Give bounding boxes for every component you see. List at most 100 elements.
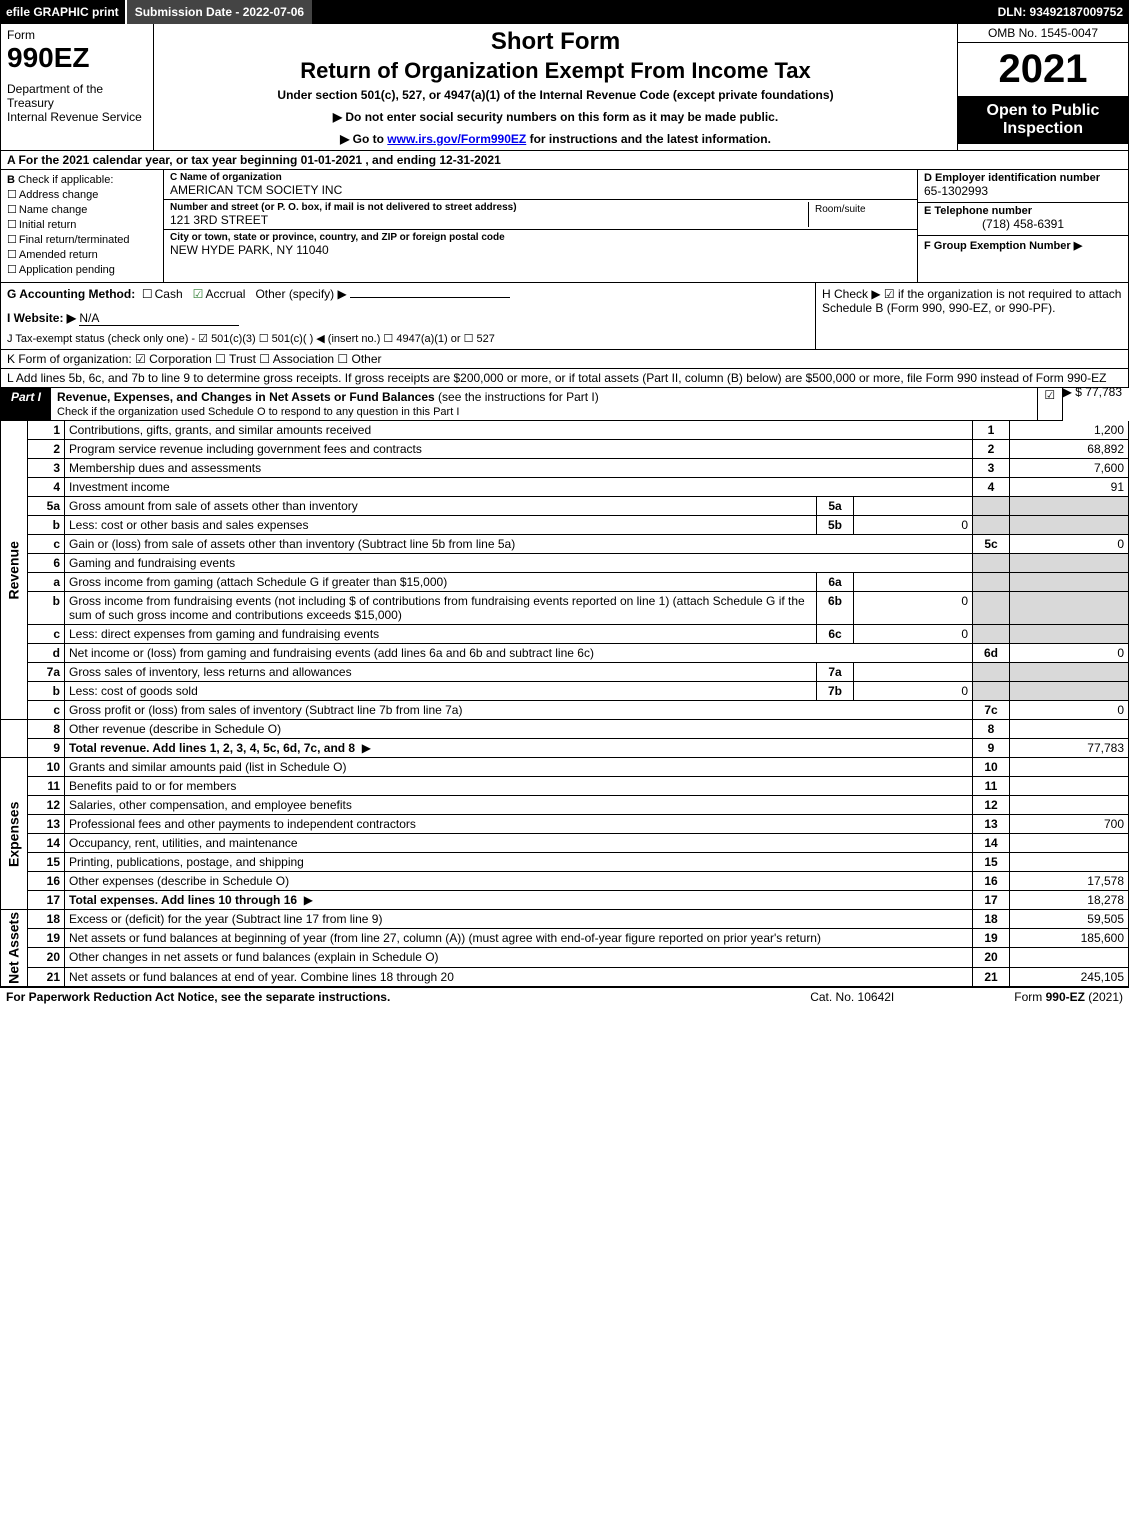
line-num: 7a xyxy=(28,663,65,682)
room-suite: Room/suite xyxy=(808,202,911,227)
opt-final: Final return/terminated xyxy=(19,234,130,246)
line-num: 2 xyxy=(28,440,65,459)
line-desc: Less: direct expenses from gaming and fu… xyxy=(65,625,817,644)
header-center: Short Form Return of Organization Exempt… xyxy=(154,24,958,150)
grey-cell xyxy=(1010,625,1129,644)
line-box: 14 xyxy=(973,834,1010,853)
g-cash: Cash xyxy=(155,287,183,301)
part1-note: (see the instructions for Part I) xyxy=(438,390,599,404)
line-num: c xyxy=(28,625,65,644)
org-city: NEW HYDE PARK, NY 11040 xyxy=(170,243,911,257)
f-label: F Group Exemption Number ▶ xyxy=(924,240,1082,252)
revenue-table: Revenue 1 Contributions, gifts, grants, … xyxy=(0,421,1129,987)
line-desc: Gross amount from sale of assets other t… xyxy=(65,497,817,516)
line-19: 19Net assets or fund balances at beginni… xyxy=(1,929,1129,948)
grey-cell xyxy=(1010,554,1129,573)
line-desc: Other changes in net assets or fund bala… xyxy=(65,948,973,967)
opt-amended: Amended return xyxy=(19,249,98,261)
opt-initial: Initial return xyxy=(19,219,76,231)
l-amount: ▶ $ 77,783 xyxy=(1063,385,1122,399)
line-num: c xyxy=(28,535,65,554)
mid-box: 5b xyxy=(817,516,854,535)
line-amt: 77,783 xyxy=(1010,739,1129,758)
line-amt: 0 xyxy=(1010,535,1129,554)
line-box: 11 xyxy=(973,777,1010,796)
row-gh: G Accounting Method: Cash Accrual Other … xyxy=(0,283,1129,350)
dln-label: DLN: 93492187009752 xyxy=(992,3,1129,21)
line-box: 8 xyxy=(973,720,1010,739)
line-2: 2 Program service revenue including gove… xyxy=(1,440,1129,459)
form-word: Form xyxy=(7,28,147,42)
checkbox-icon xyxy=(193,287,206,301)
c-name-row: C Name of organization AMERICAN TCM SOCI… xyxy=(164,170,917,200)
line-num: c xyxy=(28,701,65,720)
checkbox-icon xyxy=(7,234,19,246)
line-num: 6 xyxy=(28,554,65,573)
g-accrual: Accrual xyxy=(205,287,245,301)
g-other: Other (specify) ▶ xyxy=(255,287,346,301)
mid-amt xyxy=(854,663,973,682)
line-20: 20Other changes in net assets or fund ba… xyxy=(1,948,1129,967)
line-17: 17Total expenses. Add lines 10 through 1… xyxy=(1,891,1129,910)
line-5c: c Gain or (loss) from sale of assets oth… xyxy=(1,535,1129,554)
line-num: 9 xyxy=(28,739,65,758)
chk-address-change[interactable]: Address change xyxy=(7,188,157,201)
line-desc: Gaming and fundraising events xyxy=(65,554,973,573)
line-num: b xyxy=(28,682,65,701)
line-amt xyxy=(1010,777,1129,796)
e-label: E Telephone number xyxy=(924,205,1122,217)
part1-desc: Revenue, Expenses, and Changes in Net As… xyxy=(51,388,1037,420)
line-desc: Gross profit or (loss) from sales of inv… xyxy=(65,701,973,720)
e-phone: E Telephone number (718) 458-6391 xyxy=(918,203,1128,236)
part1-tag: Part I xyxy=(1,388,51,420)
line-desc: Occupancy, rent, utilities, and maintena… xyxy=(65,834,973,853)
line-amt: 18,278 xyxy=(1010,891,1129,910)
line-desc: Gross income from gaming (attach Schedul… xyxy=(65,573,817,592)
line-desc: Investment income xyxy=(65,478,973,497)
page-footer: For Paperwork Reduction Act Notice, see … xyxy=(0,987,1129,1006)
line-box: 5c xyxy=(973,535,1010,554)
netassets-vlabel: Net Assets xyxy=(1,910,28,987)
c-city-row: City or town, state or province, country… xyxy=(164,230,917,259)
i-label: I Website: ▶ xyxy=(7,311,76,325)
b-label: B xyxy=(7,174,15,186)
line-num: 18 xyxy=(28,910,65,929)
chk-name-change[interactable]: Name change xyxy=(7,203,157,216)
line-amt: 91 xyxy=(1010,478,1129,497)
tax-year: 2021 xyxy=(958,43,1128,96)
top-bar: efile GRAPHIC print Submission Date - 20… xyxy=(0,0,1129,24)
part1-checkbox[interactable]: ☑ xyxy=(1037,388,1062,420)
line-box: 3 xyxy=(973,459,1010,478)
row-k: K Form of organization: ☑ Corporation ☐ … xyxy=(0,350,1129,369)
note-ssn: ▶ Do not enter social security numbers o… xyxy=(160,110,951,124)
grey-cell xyxy=(973,663,1010,682)
title-return: Return of Organization Exempt From Incom… xyxy=(160,58,951,84)
line-amt: 68,892 xyxy=(1010,440,1129,459)
line-9: 9 Total revenue. Add lines 1, 2, 3, 4, 5… xyxy=(1,739,1129,758)
submission-date: Submission Date - 2022-07-06 xyxy=(127,0,312,24)
footer-mid: Cat. No. 10642I xyxy=(810,990,894,1004)
line-num: a xyxy=(28,573,65,592)
line-4: 4 Investment income 4 91 xyxy=(1,478,1129,497)
chk-initial-return[interactable]: Initial return xyxy=(7,218,157,231)
efile-label: efile GRAPHIC print xyxy=(0,3,125,21)
chk-amended-return[interactable]: Amended return xyxy=(7,248,157,261)
chk-application-pending[interactable]: Application pending xyxy=(7,263,157,276)
ein-value: 65-1302993 xyxy=(924,184,1122,198)
j-tax-exempt: J Tax-exempt status (check only one) - ☑… xyxy=(7,332,809,345)
line-box: 1 xyxy=(973,421,1010,440)
mid-amt: 0 xyxy=(854,516,973,535)
chk-final-return[interactable]: Final return/terminated xyxy=(7,233,157,246)
col-def: D Employer identification number 65-1302… xyxy=(918,170,1128,282)
line-desc: Printing, publications, postage, and shi… xyxy=(65,853,973,872)
g-accounting: G Accounting Method: Cash Accrual Other … xyxy=(1,283,815,349)
line-num: 20 xyxy=(28,948,65,967)
c-city-label: City or town, state or province, country… xyxy=(170,232,911,243)
checkbox-icon xyxy=(7,264,19,276)
line-num: 21 xyxy=(28,967,65,986)
line-num: 14 xyxy=(28,834,65,853)
irs-link[interactable]: www.irs.gov/Form990EZ xyxy=(387,132,526,146)
line-amt: 1,200 xyxy=(1010,421,1129,440)
line-3: 3 Membership dues and assessments 3 7,60… xyxy=(1,459,1129,478)
line-10: Expenses 10 Grants and similar amounts p… xyxy=(1,758,1129,777)
